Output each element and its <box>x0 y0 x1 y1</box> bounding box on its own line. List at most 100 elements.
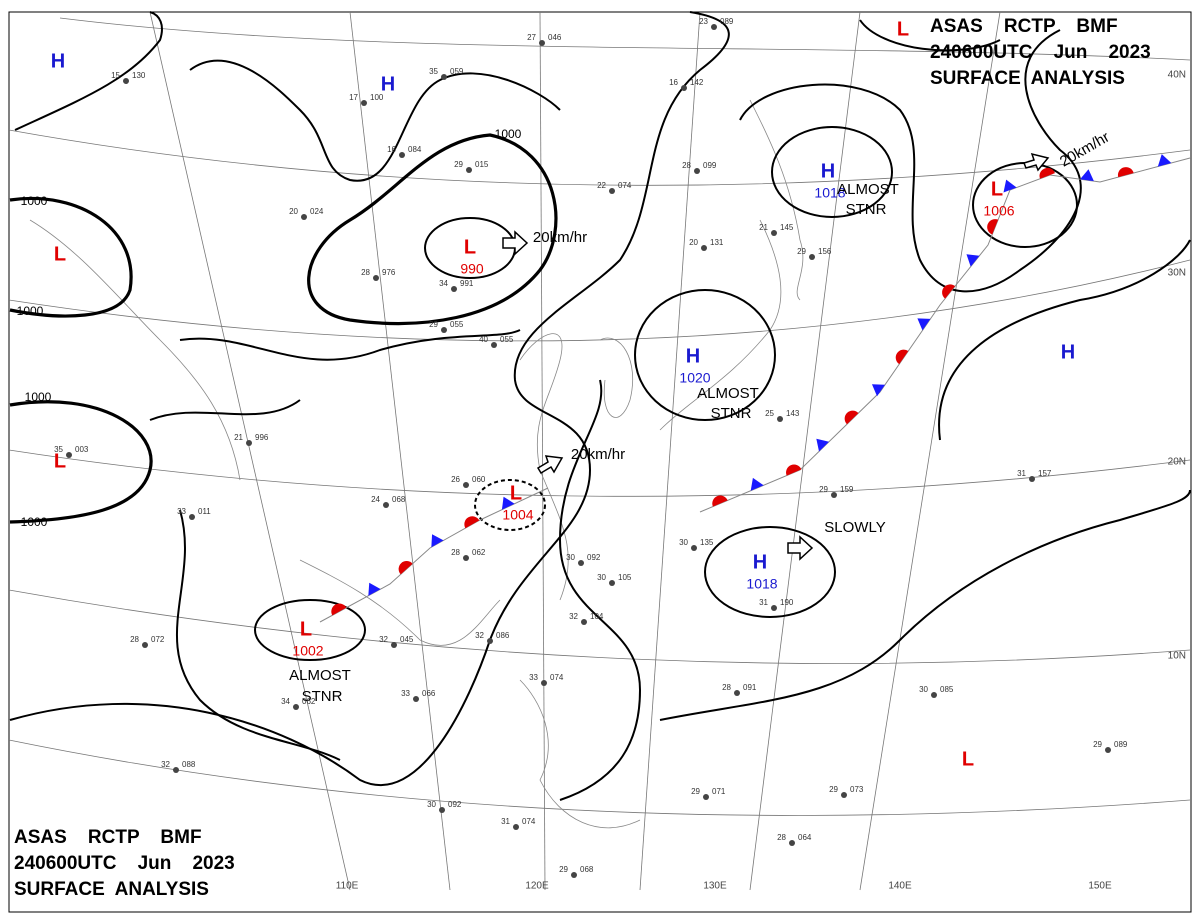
station-temp: 28 <box>451 548 460 557</box>
station-circle <box>513 824 519 830</box>
isobar-label: 1000 <box>25 390 52 404</box>
station-circle <box>173 767 179 773</box>
station-plot: 28 064 <box>777 833 812 846</box>
header-background <box>10 822 272 910</box>
station-plot: 33 074 <box>529 673 564 686</box>
station-plot: 16 084 <box>387 145 422 158</box>
center-letter: L <box>54 243 66 265</box>
station-pressure: 068 <box>392 495 406 504</box>
semicircle <box>712 495 728 507</box>
station-temp: 29 <box>559 865 568 874</box>
station-pressure: 084 <box>408 145 422 154</box>
triangle <box>1157 154 1172 167</box>
warm-front-semicircle <box>1117 167 1134 178</box>
station-plot: 33 066 <box>401 689 436 702</box>
station-circle <box>691 545 697 551</box>
station-plot: 28 099 <box>682 161 717 174</box>
annotation: 20km/hr <box>571 446 625 463</box>
station-temp: 28 <box>682 161 691 170</box>
semicircle <box>464 516 480 529</box>
warm-front-semicircle <box>844 410 859 425</box>
coastlines <box>29 99 804 829</box>
station-temp: 33 <box>177 507 186 516</box>
station-circle <box>831 492 837 498</box>
station-circle <box>487 638 493 644</box>
station-plot: 28 976 <box>361 268 396 281</box>
header-line: ASAS RCTP BMF <box>930 16 1118 37</box>
longitude-label: 120E <box>525 881 549 892</box>
station-plot: 28 091 <box>722 683 757 696</box>
station-circle <box>703 794 709 800</box>
station-pressure: 066 <box>422 689 436 698</box>
semicircle <box>331 603 347 616</box>
station-temp: 24 <box>371 495 380 504</box>
station-plot: 21 145 <box>759 223 794 236</box>
station-pressure: 996 <box>255 433 269 442</box>
station-circle <box>491 342 497 348</box>
center-letter: L <box>510 482 522 504</box>
annotation: SLOWLY <box>824 519 885 536</box>
center-letter: H <box>686 345 700 367</box>
station-plot: 29 073 <box>829 785 864 798</box>
longitude-label: 130E <box>703 881 727 892</box>
warm-front-semicircle <box>398 561 413 575</box>
station-pressure: 088 <box>182 760 196 769</box>
station-pressure: 159 <box>840 485 854 494</box>
station-pressure: 015 <box>475 160 489 169</box>
station-plot: 32 045 <box>379 635 414 648</box>
station-pressure: 190 <box>780 598 794 607</box>
station-circle <box>123 78 129 84</box>
station-plot: 24 068 <box>371 495 406 508</box>
station-circle <box>734 690 740 696</box>
station-circle <box>246 440 252 446</box>
station-circle <box>361 100 367 106</box>
station-plot: 30 135 <box>679 538 714 551</box>
header-line: 240600UTC Jun 2023 <box>930 42 1151 63</box>
station-circle <box>609 580 615 586</box>
center-letter: L <box>991 178 1003 200</box>
station-pressure: 085 <box>940 685 954 694</box>
station-plot: 15 130 <box>111 71 146 84</box>
semicircle <box>987 219 999 235</box>
station-pressure: 143 <box>786 409 800 418</box>
station-pressure: 072 <box>151 635 165 644</box>
station-pressure: 100 <box>370 93 384 102</box>
cold-front-triangle <box>871 384 885 397</box>
graticule <box>8 11 1191 891</box>
station-circle <box>463 482 469 488</box>
latitude-label: 30N <box>1168 268 1186 279</box>
semicircle <box>895 349 909 365</box>
station-pressure: 991 <box>460 279 474 288</box>
station-circle <box>466 167 472 173</box>
isobar-label: 1000 <box>21 515 48 529</box>
station-plot: 30 092 <box>427 800 462 813</box>
station-circle <box>441 327 447 333</box>
header-line: SURFACE ANALYSIS <box>14 879 209 900</box>
station-temp: 21 <box>234 433 243 442</box>
station-temp: 22 <box>597 181 606 190</box>
station-circle <box>399 152 405 158</box>
station-plot: 25 143 <box>765 409 800 422</box>
station-temp: 29 <box>454 160 463 169</box>
station-plot: 31 074 <box>501 817 536 830</box>
station-plot: 35 003 <box>54 445 89 458</box>
station-temp: 20 <box>289 207 298 216</box>
center-letter: L <box>464 236 476 258</box>
station-temp: 35 <box>54 445 63 454</box>
longitude-label: 140E <box>888 881 912 892</box>
station-pressure: 059 <box>450 67 464 76</box>
cold-front-triangle <box>1080 169 1094 182</box>
station-temp: 23 <box>699 17 708 26</box>
triangle <box>431 534 444 548</box>
station-pressure: 142 <box>690 78 704 87</box>
motion-arrows <box>502 152 1050 561</box>
station-temp: 29 <box>429 320 438 329</box>
header: ASAS RCTP BMF 240600UTC Jun 2023 SURFACE… <box>930 16 1151 89</box>
station-circle <box>66 452 72 458</box>
station-pressure: 055 <box>500 335 514 344</box>
station-pressure: 062 <box>302 697 316 706</box>
station-temp: 29 <box>829 785 838 794</box>
triangle <box>871 384 885 397</box>
station-temp: 31 <box>501 817 510 826</box>
